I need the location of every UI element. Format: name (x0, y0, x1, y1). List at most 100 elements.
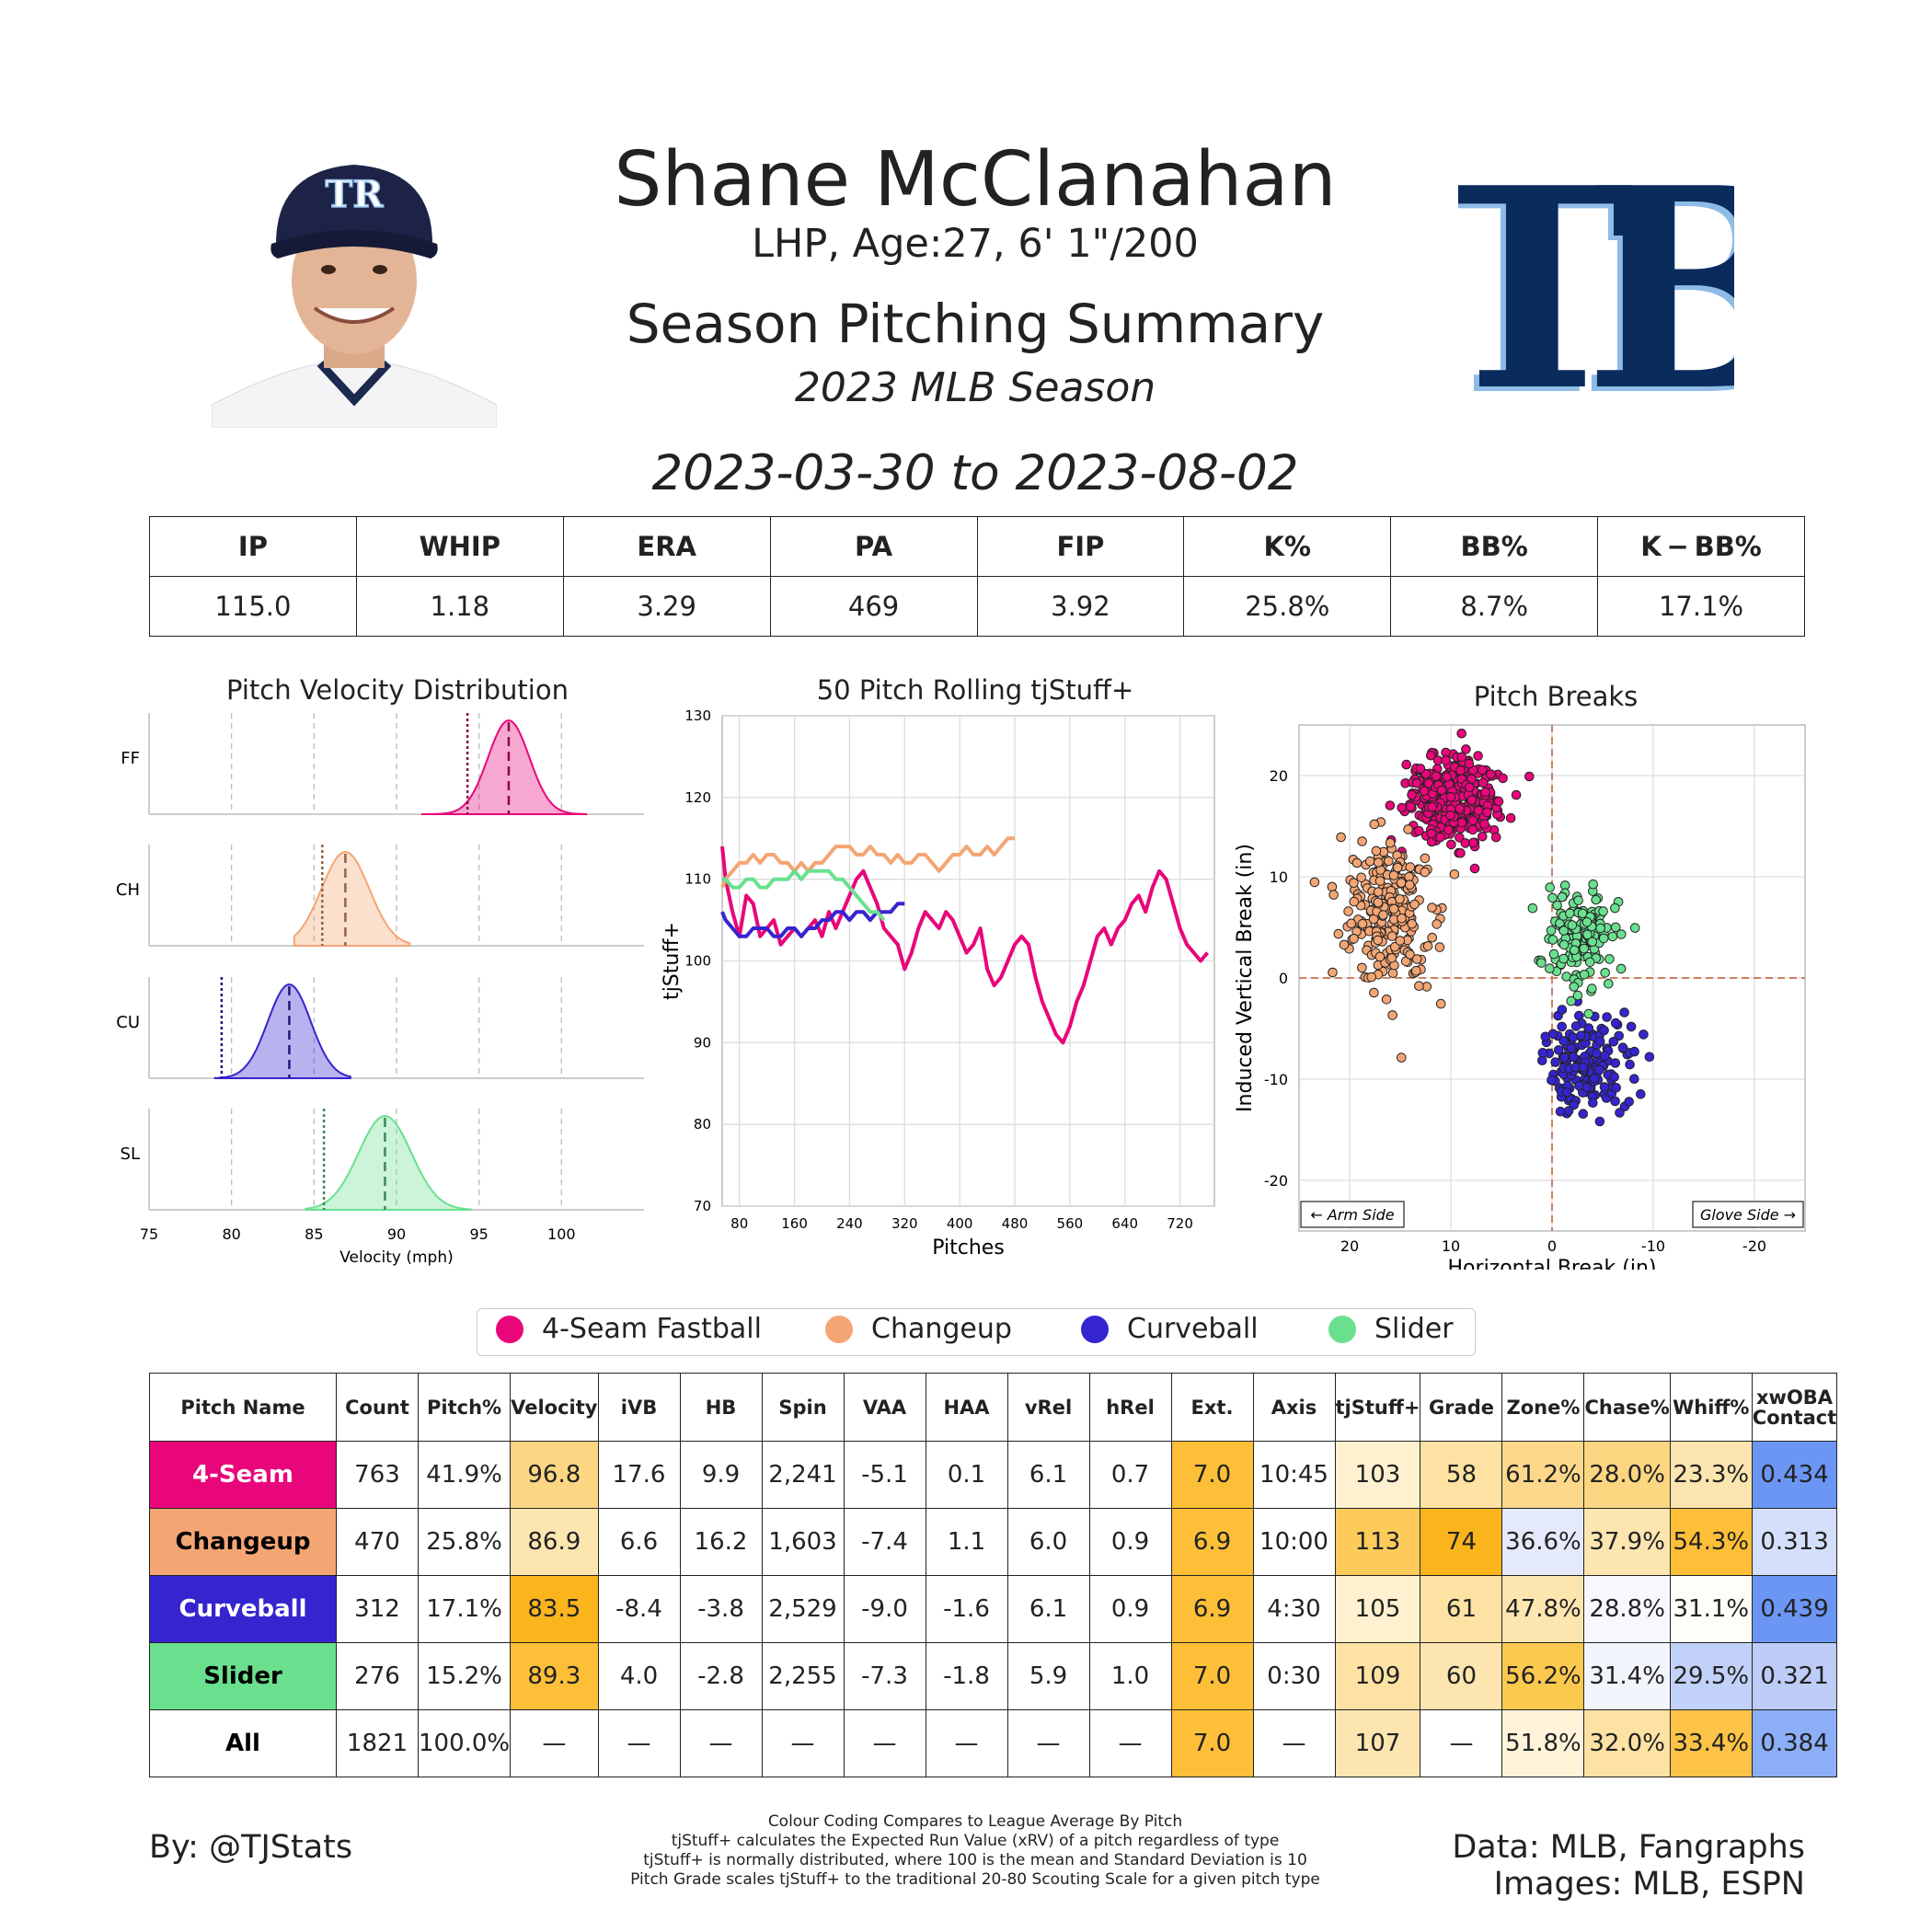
break-point (1346, 918, 1357, 929)
pitch-table-cell: 109 (1334, 1642, 1421, 1710)
pitch-table-cell: 103 (1334, 1441, 1421, 1509)
pitch-table-cell: 28.8% (1583, 1575, 1671, 1643)
break-point (1566, 1042, 1577, 1053)
break-point (1432, 919, 1442, 929)
break-point (1369, 987, 1379, 998)
pitch-table-cell: 2,529 (761, 1575, 845, 1643)
break-point (1441, 755, 1451, 765)
break-point (1572, 990, 1583, 1001)
break-point (1587, 937, 1598, 948)
pitch-table-header: tjStuff+ (1334, 1373, 1421, 1442)
data-source: Data: MLB, Fangraphs (1452, 1829, 1805, 1866)
break-point (1639, 1029, 1649, 1040)
break-point (1401, 759, 1411, 770)
break-point (1587, 983, 1597, 994)
team-logo-tm: ™ (1727, 382, 1734, 395)
break-point (1435, 832, 1445, 843)
break-point (1386, 931, 1397, 941)
break-point (1561, 1087, 1572, 1098)
x-tick-label: 85 (305, 1225, 323, 1243)
break-point (1578, 1062, 1589, 1073)
break-point (1568, 1032, 1579, 1042)
break-point (1570, 1021, 1581, 1031)
break-point (1407, 789, 1417, 800)
break-point (1482, 807, 1492, 818)
break-point (1374, 951, 1386, 962)
break-point (1558, 953, 1569, 964)
break-point (1427, 932, 1437, 943)
y-tick-label: -20 (1264, 1172, 1288, 1190)
series-line (720, 836, 1015, 889)
cap-logo: TR (325, 173, 384, 216)
pitch-table-cell: 0.384 (1751, 1709, 1838, 1777)
break-point (1559, 1052, 1570, 1063)
pitch-table-cell: 41.9% (417, 1441, 512, 1509)
break-point (1411, 778, 1422, 788)
break-point (1588, 1098, 1598, 1109)
break-point (1328, 967, 1338, 978)
pitch-table-row: Curveball 312 17.1% 83.5 -8.4 -3.8 2,529 -9.0 -1… (149, 1575, 1838, 1643)
pitch-table-cell: 61 (1420, 1575, 1503, 1643)
pitch-table-cell: -1.8 (925, 1642, 1008, 1710)
y-tick-label: 130 (684, 707, 711, 724)
break-point (1511, 789, 1522, 800)
break-point (1309, 877, 1320, 888)
stat-header: K − BB% (1597, 516, 1805, 577)
break-point (1427, 801, 1437, 812)
break-point (1374, 876, 1386, 886)
season-stats-value-row: 115.0 1.18 3.29 469 3.92 25.8% 8.7% 17.1… (149, 576, 1805, 637)
legend-label: Slider (1374, 1313, 1454, 1345)
pitch-table-cell: — (843, 1709, 926, 1777)
pitch-table-cell: 33.4% (1669, 1709, 1753, 1777)
stat-header: FIP (976, 516, 1185, 577)
pitch-name-cell: All (149, 1709, 337, 1777)
y-tick-label: 10 (1270, 868, 1288, 886)
break-point (1566, 995, 1577, 1006)
break-point (1486, 769, 1496, 779)
break-point (1336, 832, 1346, 843)
pitch-table-cell: — (1252, 1709, 1336, 1777)
break-point (1333, 928, 1344, 939)
x-tick-label: 100 (547, 1225, 576, 1243)
pitch-table-cell: 32.0% (1583, 1709, 1671, 1777)
pitch-table-cell: -3.8 (679, 1575, 763, 1643)
break-point (1420, 853, 1431, 864)
stat-value: 469 (769, 576, 978, 637)
pitch-table-cell: — (761, 1709, 845, 1777)
pitch-table-cell: 276 (336, 1642, 419, 1710)
pitch-table-cell: 16.2 (679, 1508, 763, 1576)
break-point (1473, 751, 1483, 761)
image-source: Images: MLB, ESPN (1493, 1866, 1805, 1903)
stat-header: K% (1183, 516, 1392, 577)
break-point (1598, 933, 1609, 944)
summary-title: Season Pitching Summary (626, 293, 1325, 355)
break-point (1456, 729, 1466, 739)
x-tick-label: 90 (387, 1225, 406, 1243)
pitch-table-cell: 60 (1420, 1642, 1503, 1710)
break-point (1446, 839, 1456, 850)
pitch-table-cell: -2.8 (679, 1642, 763, 1710)
pitch-table-cell: 10:45 (1252, 1441, 1336, 1509)
break-point (1607, 931, 1618, 942)
break-point (1547, 892, 1558, 903)
break-point (1547, 1075, 1557, 1086)
x-tick-label: 20 (1340, 1237, 1359, 1255)
x-tick-label: 560 (1057, 1215, 1084, 1232)
pitch-table-cell: — (925, 1709, 1008, 1777)
velocity-chart-title: Pitch Velocity Distribution (226, 674, 569, 706)
break-point (1478, 777, 1489, 788)
pitch-table-cell: 105 (1334, 1575, 1421, 1643)
pitch-table-cell: 28.0% (1583, 1441, 1671, 1509)
x-tick-label: 10 (1442, 1237, 1460, 1255)
pitch-table-cell: — (679, 1709, 763, 1777)
break-point (1373, 935, 1383, 946)
break-point (1557, 891, 1568, 903)
break-point (1567, 920, 1578, 930)
pitch-table-cell: 58 (1420, 1441, 1503, 1509)
pitch-table-cell: 9.9 (679, 1441, 763, 1509)
break-point (1445, 791, 1456, 802)
x-tick-label: -10 (1641, 1237, 1665, 1255)
density-area (293, 850, 411, 947)
pitch-table-row: Slider 276 15.2% 89.3 4.0 -2.8 2,255 -7.3 -1.8 5.… (149, 1642, 1838, 1710)
break-point (1386, 953, 1397, 963)
